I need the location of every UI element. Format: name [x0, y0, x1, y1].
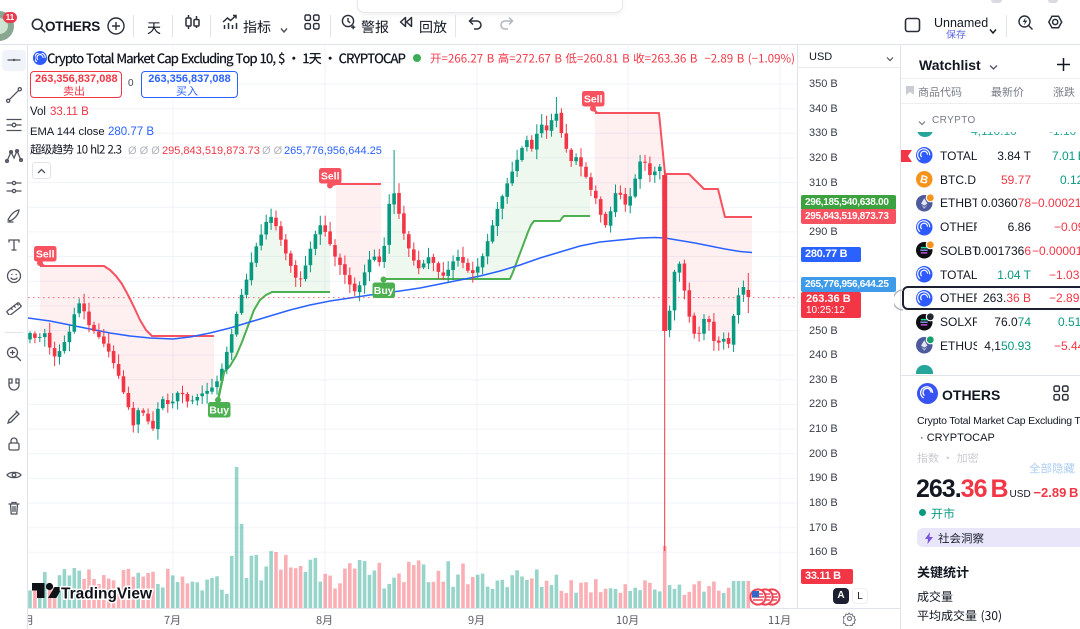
svg-text:Buy: Buy — [374, 285, 394, 297]
svg-text:Sell: Sell — [584, 93, 603, 105]
svg-text:B: B — [919, 174, 929, 187]
svg-text:TradingView: TradingView — [61, 586, 153, 603]
svg-text:Buy: Buy — [209, 404, 229, 416]
svg-text:Sell: Sell — [36, 248, 55, 260]
svg-text:Sell: Sell — [321, 170, 340, 182]
